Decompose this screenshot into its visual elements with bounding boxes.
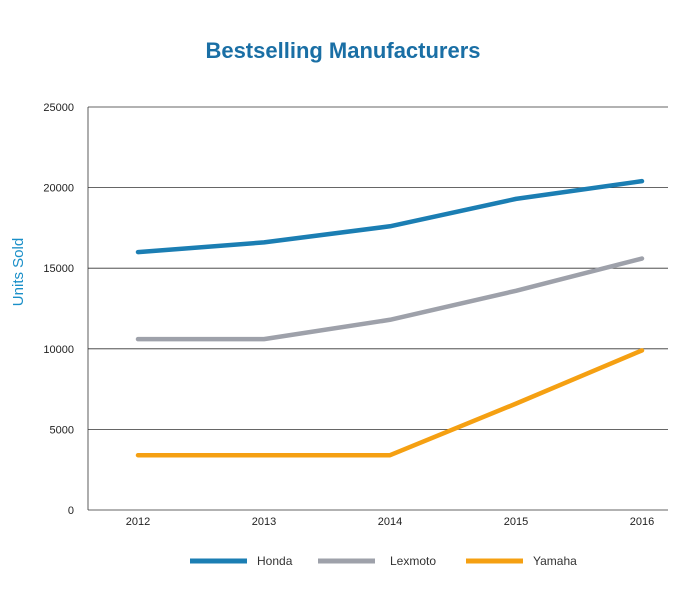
series-line-honda	[135, 178, 645, 255]
axes: 0 5000 10000 15000 20000 25000 2012 2013 2014 201…	[43, 102, 654, 528]
legend-label-lexmoto: Lexmoto	[390, 554, 436, 568]
x-tick-label: 2013	[252, 516, 276, 528]
chart-title: Bestselling Manufacturers	[205, 38, 480, 63]
x-tick-label: 2015	[504, 516, 528, 528]
legend: Honda Lexmoto Yamaha	[190, 554, 577, 568]
y-tick-label: 10000	[43, 344, 74, 356]
y-tick-label: 0	[68, 505, 74, 517]
x-tick-label: 2012	[126, 516, 150, 528]
gridlines	[88, 106, 668, 511]
series-line-yamaha	[135, 348, 645, 458]
y-tick-label: 25000	[43, 102, 74, 114]
y-tick-label: 15000	[43, 263, 74, 275]
y-tick-label: 20000	[43, 183, 74, 195]
legend-label-yamaha: Yamaha	[533, 554, 577, 568]
y-tick-label: 5000	[50, 424, 74, 436]
x-tick-label: 2014	[378, 516, 402, 528]
series-line-lexmoto	[135, 256, 645, 342]
x-tick-label: 2016	[630, 516, 654, 528]
legend-label-honda: Honda	[257, 554, 293, 568]
y-axis-label: Units Sold	[10, 238, 27, 306]
series-lines	[135, 178, 645, 458]
